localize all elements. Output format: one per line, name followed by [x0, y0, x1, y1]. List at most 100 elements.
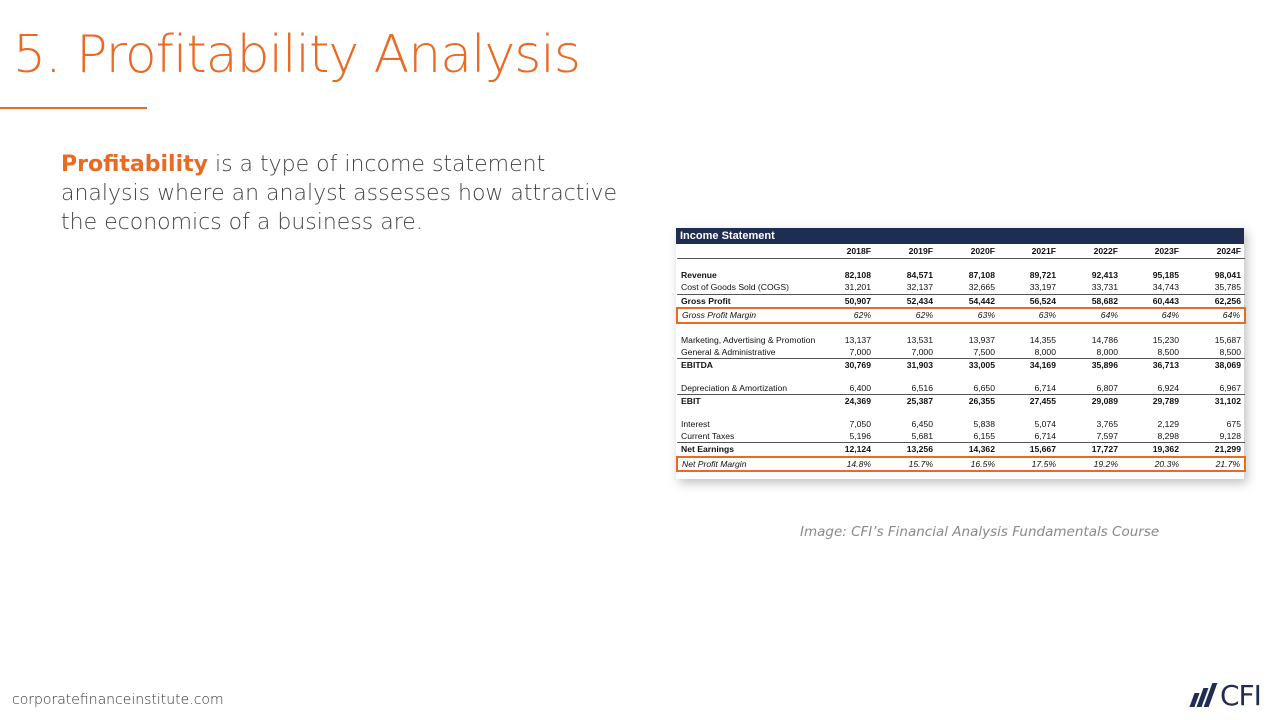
cell: 6,714 [1034, 382, 1056, 393]
cell: 15,667 [999, 442, 1060, 457]
cell: 89,721 [1029, 270, 1056, 280]
cell: 98,041 [1214, 270, 1241, 280]
cell: 7,597 [1096, 431, 1118, 442]
cell: 64% [1183, 307, 1246, 324]
year-header: 2021F [999, 244, 1060, 259]
cell: 35,785 [1214, 282, 1241, 293]
cell: 15,687 [1214, 334, 1241, 345]
cell: 5,838 [973, 418, 995, 429]
cell: 19,362 [1122, 442, 1183, 457]
title-underline [0, 107, 147, 109]
row-label: General & Administrative [681, 347, 776, 358]
row-label: EBIT [677, 394, 825, 408]
cell: 6,714 [1034, 431, 1056, 442]
row-marketing: Marketing, Advertising & Promotion 13,13… [677, 334, 1245, 346]
year-header-row: 2018F 2019F 2020F 2021F 2022F 2023F 2024… [677, 244, 1245, 259]
slide-title: 5. Profitability Analysis [13, 25, 581, 85]
cell: 20.3% [1122, 455, 1183, 473]
row-label: Gross Profit [677, 293, 825, 309]
row-gross-profit-margin: Gross Profit Margin 62% 62% 63% 63% 64% … [676, 307, 1246, 324]
cell: 12,124 [825, 442, 875, 457]
cell: 17.5% [999, 455, 1060, 473]
cell: 16.5% [937, 455, 999, 473]
row-label: Interest [681, 418, 710, 429]
row-cogs: Cost of Goods Sold (COGS) 31,201 32,137 … [677, 281, 1245, 294]
row-label: Cost of Goods Sold (COGS) [681, 282, 789, 293]
spacer-row [677, 372, 1245, 382]
cell: 35,896 [1060, 358, 1122, 372]
row-label: EBITDA [677, 358, 825, 372]
row-revenue: Revenue 82,108 84,571 87,108 89,721 92,4… [677, 269, 1245, 281]
cell: 7,000 [911, 347, 933, 358]
cell: 19.2% [1060, 455, 1122, 473]
footer-website: corporatefinanceinstitute.com [12, 692, 224, 708]
cell: 13,256 [875, 442, 937, 457]
row-label: Revenue [681, 270, 717, 280]
cell: 15,230 [1152, 334, 1179, 345]
year-header: 2019F [875, 244, 937, 259]
cell: 52,434 [875, 293, 937, 309]
cell: 17,727 [1060, 442, 1122, 457]
body-text: Profitability is a type of income statem… [61, 150, 621, 237]
year-header: 2020F [937, 244, 999, 259]
row-label: Net Profit Margin [676, 455, 825, 473]
cell: 95,185 [1152, 270, 1179, 280]
cell: 38,069 [1183, 358, 1245, 372]
highlight-term: Profitability [61, 152, 208, 177]
cell: 14,355 [1029, 334, 1056, 345]
cell: 63% [937, 307, 999, 324]
cell: 13,937 [968, 334, 995, 345]
cell: 21,299 [1183, 442, 1245, 457]
logo-text: CFI [1220, 678, 1262, 712]
row-net-profit-margin: Net Profit Margin 14.8% 15.7% 16.5% 17.5… [676, 455, 1246, 473]
cell: 33,005 [937, 358, 999, 372]
cell: 6,924 [1157, 382, 1179, 393]
cell: 14,362 [937, 442, 999, 457]
income-statement-title: Income Statement [676, 228, 1244, 244]
cell: 27,455 [999, 394, 1060, 408]
cell: 7,500 [973, 347, 995, 358]
cell: 8,000 [1034, 347, 1056, 358]
row-current-taxes: Current Taxes 5,196 5,681 6,155 6,714 7,… [677, 430, 1245, 443]
cell: 7,050 [849, 418, 871, 429]
cell: 6,807 [1096, 382, 1118, 393]
cell: 24,369 [825, 394, 875, 408]
cell: 13,137 [844, 334, 871, 345]
cell: 33,197 [1029, 282, 1056, 293]
row-label: Current Taxes [681, 431, 735, 442]
cell: 13,531 [906, 334, 933, 345]
row-general-administrative: General & Administrative 7,000 7,000 7,5… [677, 346, 1245, 359]
cell: 14,786 [1091, 334, 1118, 345]
cell: 64% [1122, 307, 1183, 324]
cell: 34,169 [999, 358, 1060, 372]
income-statement-image: Income Statement 2018F 2019F 2020F 2021F… [676, 228, 1246, 479]
cell: 92,413 [1091, 270, 1118, 280]
row-label: Gross Profit Margin [676, 307, 825, 324]
cell: 8,298 [1157, 431, 1179, 442]
cell: 31,102 [1183, 394, 1245, 408]
cell: 6,516 [911, 382, 933, 393]
cell: 6,400 [849, 382, 871, 393]
cell: 62% [875, 307, 937, 324]
cell: 6,650 [973, 382, 995, 393]
cell: 60,443 [1122, 293, 1183, 309]
cell: 6,450 [911, 418, 933, 429]
cfi-logo: CFI [1189, 678, 1262, 712]
cell: 29,089 [1060, 394, 1122, 408]
cell: 3,765 [1096, 418, 1118, 429]
cell: 64% [1060, 307, 1122, 324]
cell: 54,442 [937, 293, 999, 309]
image-caption: Image: CFI’s Financial Analysis Fundamen… [800, 524, 1160, 540]
cell: 5,074 [1034, 418, 1056, 429]
income-statement-table: 2018F 2019F 2020F 2021F 2022F 2023F 2024… [676, 244, 1246, 473]
cell: 6,967 [1219, 382, 1241, 393]
cell: 87,108 [968, 270, 995, 280]
row-label: Depreciation & Amortization [681, 382, 788, 393]
cell: 33,731 [1091, 282, 1118, 293]
year-header: 2023F [1122, 244, 1183, 259]
cell: 32,665 [968, 282, 995, 293]
cell: 5,196 [849, 431, 871, 442]
cell: 9,128 [1219, 431, 1241, 442]
cell: 6,155 [973, 431, 995, 442]
cell: 32,137 [906, 282, 933, 293]
